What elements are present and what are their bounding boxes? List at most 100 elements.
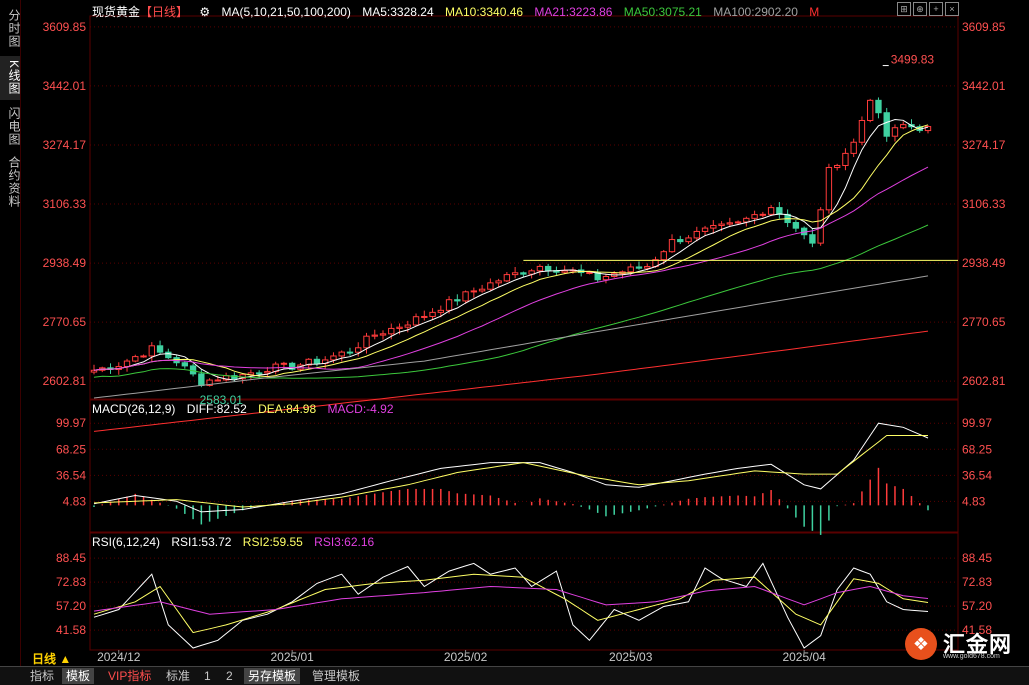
pane-border	[89, 399, 959, 533]
y-tick-left: 3274.17	[43, 138, 87, 152]
toolbar-standard[interactable]: 标准	[166, 669, 191, 683]
chart-canvas[interactable]: 3609.85 3609.85 3442.01 3442.01 3274.17 3274.…	[0, 0, 1029, 666]
candle-body	[338, 351, 345, 357]
candle-body	[388, 327, 395, 335]
pane-border	[89, 532, 959, 651]
candle-body	[412, 316, 420, 326]
ma21-value: MA21:3223.86	[534, 5, 613, 19]
period-selector[interactable]: 日线 ▲	[32, 650, 71, 667]
y-tick-right: 3609.85	[962, 20, 1006, 34]
y-tick-right: 72.83	[962, 575, 992, 589]
candle-body	[825, 167, 833, 211]
candle-body	[313, 358, 321, 364]
toolbar-layout-1[interactable]: 1	[204, 669, 211, 683]
candle-body	[495, 280, 502, 284]
rsi3-line	[93, 585, 929, 615]
y-tick-left: 41.58	[56, 623, 86, 637]
candle-body	[867, 99, 874, 121]
candle-body	[90, 369, 98, 373]
ma100-line	[93, 275, 929, 399]
candle-body	[644, 266, 651, 269]
ma100-value: MA100:2902.20	[713, 5, 798, 19]
candle-body	[478, 288, 486, 292]
toolbar-layout-2[interactable]: 2	[226, 669, 233, 683]
ma-spec: MA(5,10,21,50,100,200)	[221, 5, 351, 19]
candle-body	[734, 221, 742, 224]
candle-body	[181, 362, 189, 367]
candle-body	[379, 333, 387, 336]
brand-url: www.gold678.com	[943, 653, 1000, 660]
tab-contract-info[interactable]: 合约资料	[7, 156, 21, 208]
y-tick-right: 57.20	[962, 599, 992, 613]
rsi2-value: RSI2:59.55	[242, 535, 303, 549]
ma-m-label: M	[809, 5, 820, 19]
tab-timeshare[interactable]: 分时图	[7, 8, 21, 48]
candle-body	[668, 239, 676, 253]
crosshair-icon[interactable]: +	[929, 2, 943, 16]
candle-body	[511, 272, 519, 276]
candle-body	[875, 99, 882, 114]
rsi3-value: RSI3:62.16	[314, 535, 375, 549]
candle-body	[470, 290, 478, 293]
candle-body	[726, 222, 734, 225]
x-tick-label: 2025/02	[444, 650, 488, 664]
candle-body	[718, 223, 725, 226]
candle-body	[900, 124, 907, 129]
y-tick-right: 3442.01	[962, 79, 1006, 93]
tab-lightning[interactable]: 闪电图	[7, 106, 21, 146]
candle-body	[437, 309, 444, 313]
candle-body	[305, 358, 312, 366]
candle-body	[536, 265, 544, 272]
tab-kline[interactable]: K线图	[0, 56, 21, 100]
candle-body	[677, 239, 684, 243]
ma10-line	[93, 124, 929, 378]
x-tick-label: 2025/04	[782, 650, 826, 664]
bottom-toolbar: 指标 模板 VIP指标 标准 1 2 另存模板 管理模板	[0, 666, 1029, 685]
candle-body	[561, 270, 568, 273]
candle-body	[817, 209, 824, 244]
y-tick-left: 68.25	[56, 442, 86, 456]
candle-body	[891, 127, 899, 137]
candle-body	[842, 152, 849, 166]
rsi1-line	[93, 562, 929, 649]
close-icon[interactable]: ×	[945, 2, 959, 16]
candle-body	[280, 362, 288, 365]
candle-body	[743, 217, 750, 223]
y-tick-left: 2770.65	[43, 315, 87, 329]
y-tick-right: 41.58	[962, 623, 992, 637]
y-tick-left: 3609.85	[43, 20, 87, 34]
y-tick-right: 4.83	[962, 494, 986, 508]
candle-body	[792, 222, 800, 229]
toolbar-template[interactable]: 模板	[62, 668, 95, 684]
candle-body	[165, 351, 172, 359]
toolbar-vip-indicators[interactable]: VIP指标	[108, 669, 152, 683]
candle-body	[767, 207, 775, 215]
candle-body	[231, 375, 238, 380]
toolbar-indicators[interactable]: 指标	[30, 669, 55, 683]
macd-dea-line	[93, 435, 928, 508]
brand-mark-icon: ❖	[905, 628, 937, 660]
rsi2-line	[93, 573, 929, 634]
candle-body	[454, 299, 461, 302]
candle-body	[214, 379, 222, 382]
toolbar-save-template[interactable]: 另存模板	[244, 668, 301, 684]
y-tick-right: 99.97	[962, 416, 992, 430]
period-tag: 【日线】	[140, 5, 189, 19]
candle-body	[363, 335, 370, 349]
expand-icon[interactable]: ⊕	[913, 2, 927, 16]
candle-body	[198, 373, 205, 386]
y-tick-right: 2602.81	[962, 374, 1006, 388]
zoom-icon[interactable]: ⊞	[897, 2, 911, 16]
pane-border	[89, 15, 959, 400]
settings-icon[interactable]: ⚙	[199, 5, 211, 19]
toolbar-manage-template[interactable]: 管理模板	[312, 669, 361, 683]
ma5-line	[93, 118, 929, 381]
y-tick-left: 36.54	[56, 468, 86, 482]
period-label: 日线	[32, 652, 57, 666]
candle-body	[255, 372, 263, 375]
candle-body	[685, 237, 692, 243]
candle-body	[445, 299, 453, 311]
price-header: 现货黄金【日线】 ⚙ MA(5,10,21,50,100,200) MA5:33…	[92, 3, 827, 20]
candle-body	[288, 362, 296, 370]
rsi-header: RSI(6,12,24) RSI1:53.72 RSI2:59.55 RSI3:…	[92, 535, 382, 549]
